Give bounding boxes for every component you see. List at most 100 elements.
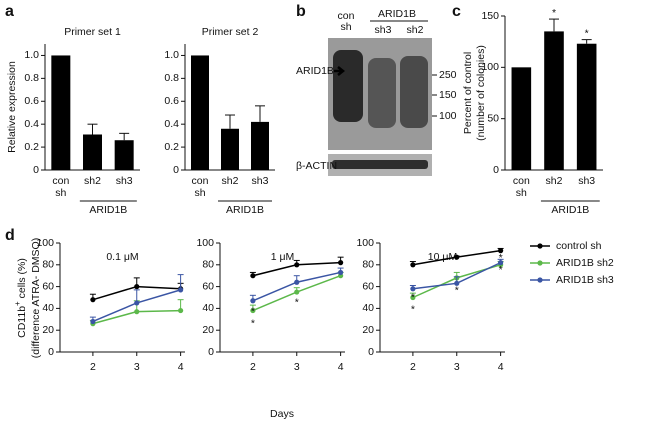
annotation: * [295, 297, 299, 309]
annotation: * [585, 27, 589, 39]
y-tick-label: 0.2 [164, 141, 179, 153]
y-tick-label: 150 [481, 10, 499, 22]
group-label: ARID1B [89, 204, 127, 216]
x-tick-label: 4 [498, 361, 504, 373]
x-tick-label: sh3 [252, 175, 269, 187]
point [90, 318, 96, 325]
point [250, 307, 256, 314]
bar [51, 55, 71, 170]
point [498, 248, 504, 254]
point [294, 262, 300, 268]
point [410, 262, 416, 268]
y-axis-label: (difference ATRA- DMSO) [30, 238, 42, 358]
blot-band [400, 56, 428, 128]
point [410, 294, 416, 301]
point [410, 286, 416, 292]
y-tick-label: 100 [196, 237, 214, 249]
y-tick-label: 0 [33, 164, 39, 176]
x-tick-label: con [52, 175, 69, 187]
y-tick-label: 100 [356, 237, 374, 249]
x-tick-label: con [192, 175, 209, 187]
y-tick-label: 40 [42, 302, 54, 314]
x-tick-label: sh3 [578, 175, 595, 187]
y-tick-label: 80 [42, 259, 54, 271]
group-label: ARID1B [551, 204, 589, 216]
y-axis-label: CD11b+ cells (%) [13, 258, 28, 338]
lane-label: con [338, 10, 355, 22]
point [338, 269, 344, 276]
x-tick-label: 2 [90, 361, 96, 373]
legend-label: ARID1B sh3 [556, 274, 614, 286]
group-label: ARID1B [226, 204, 264, 216]
bar [191, 55, 209, 170]
legend-marker [537, 260, 543, 266]
marker-label: 150 [439, 89, 457, 101]
chart-title: 1 μM [271, 251, 295, 263]
x-tick-label: con [513, 175, 530, 187]
point [294, 289, 300, 295]
point [178, 307, 184, 314]
y-tick-label: 60 [202, 280, 214, 292]
x-tick-label: 3 [134, 361, 140, 373]
loading-label: β-ACTIN [296, 160, 337, 172]
point [134, 300, 140, 306]
x-tick-label: sh2 [546, 175, 563, 187]
point [134, 284, 140, 290]
annotation: * [455, 285, 459, 297]
y-tick-label: 0.4 [164, 118, 179, 130]
y-tick-label: 40 [362, 302, 374, 314]
x-tick-label: 4 [178, 361, 184, 373]
x-tick-label: sh [516, 187, 527, 199]
y-tick-label: 1.0 [24, 49, 39, 61]
y-tick-label: 60 [42, 280, 54, 292]
x-tick-label: sh [194, 187, 205, 199]
y-tick-label: 0 [48, 346, 54, 358]
blot-band [333, 50, 363, 122]
y-tick-label: 80 [362, 259, 374, 271]
annotation: * [411, 303, 415, 315]
y-axis-label: (number of colonies) [475, 45, 487, 141]
band-label: ARID1B [296, 65, 334, 77]
legend-marker [537, 277, 543, 283]
y-tick-label: 100 [481, 61, 499, 73]
y-tick-label: 20 [42, 324, 54, 336]
chart-title: 0.1 μM [106, 251, 138, 263]
annotation: * [499, 264, 503, 276]
annotation: * [251, 305, 255, 317]
bar [576, 43, 597, 170]
lane-label: sh2 [407, 24, 424, 36]
arrow [334, 66, 346, 76]
y-axis-label: Relative expression [6, 61, 18, 153]
bar [83, 134, 102, 170]
legend-label: control sh [556, 240, 602, 252]
y-tick-label: 20 [362, 324, 374, 336]
blot: con sh ARID1B sh3 sh2 ARID1B 250 150 100… [296, 8, 457, 176]
marker-label: 250 [439, 69, 457, 81]
x-tick-label: sh3 [116, 175, 133, 187]
y-tick-label: 0.8 [164, 72, 179, 84]
x-tick-label: 3 [454, 361, 460, 373]
point [294, 279, 300, 285]
annotation: * [251, 317, 255, 329]
lane-label: sh [340, 21, 351, 33]
point [134, 309, 140, 315]
point [454, 280, 460, 286]
x-tick-label: sh2 [222, 175, 239, 187]
y-tick-label: 100 [36, 237, 54, 249]
y-tick-label: 40 [202, 302, 214, 314]
point [90, 297, 96, 303]
annotation: * [499, 252, 503, 264]
legend-label: ARID1B sh2 [556, 257, 614, 269]
x-tick-label: 2 [250, 361, 256, 373]
y-tick-label: 0.8 [24, 72, 39, 84]
x-tick-label: sh2 [84, 175, 101, 187]
x-tick-label: 3 [294, 361, 300, 373]
y-tick-label: 60 [362, 280, 374, 292]
chart-title: Primer set 2 [202, 26, 259, 38]
y-tick-label: 0 [208, 346, 214, 358]
point [250, 273, 256, 279]
panel-label: c [452, 3, 461, 20]
blot-band [368, 58, 396, 128]
chart-title: 10 μM [428, 251, 457, 263]
